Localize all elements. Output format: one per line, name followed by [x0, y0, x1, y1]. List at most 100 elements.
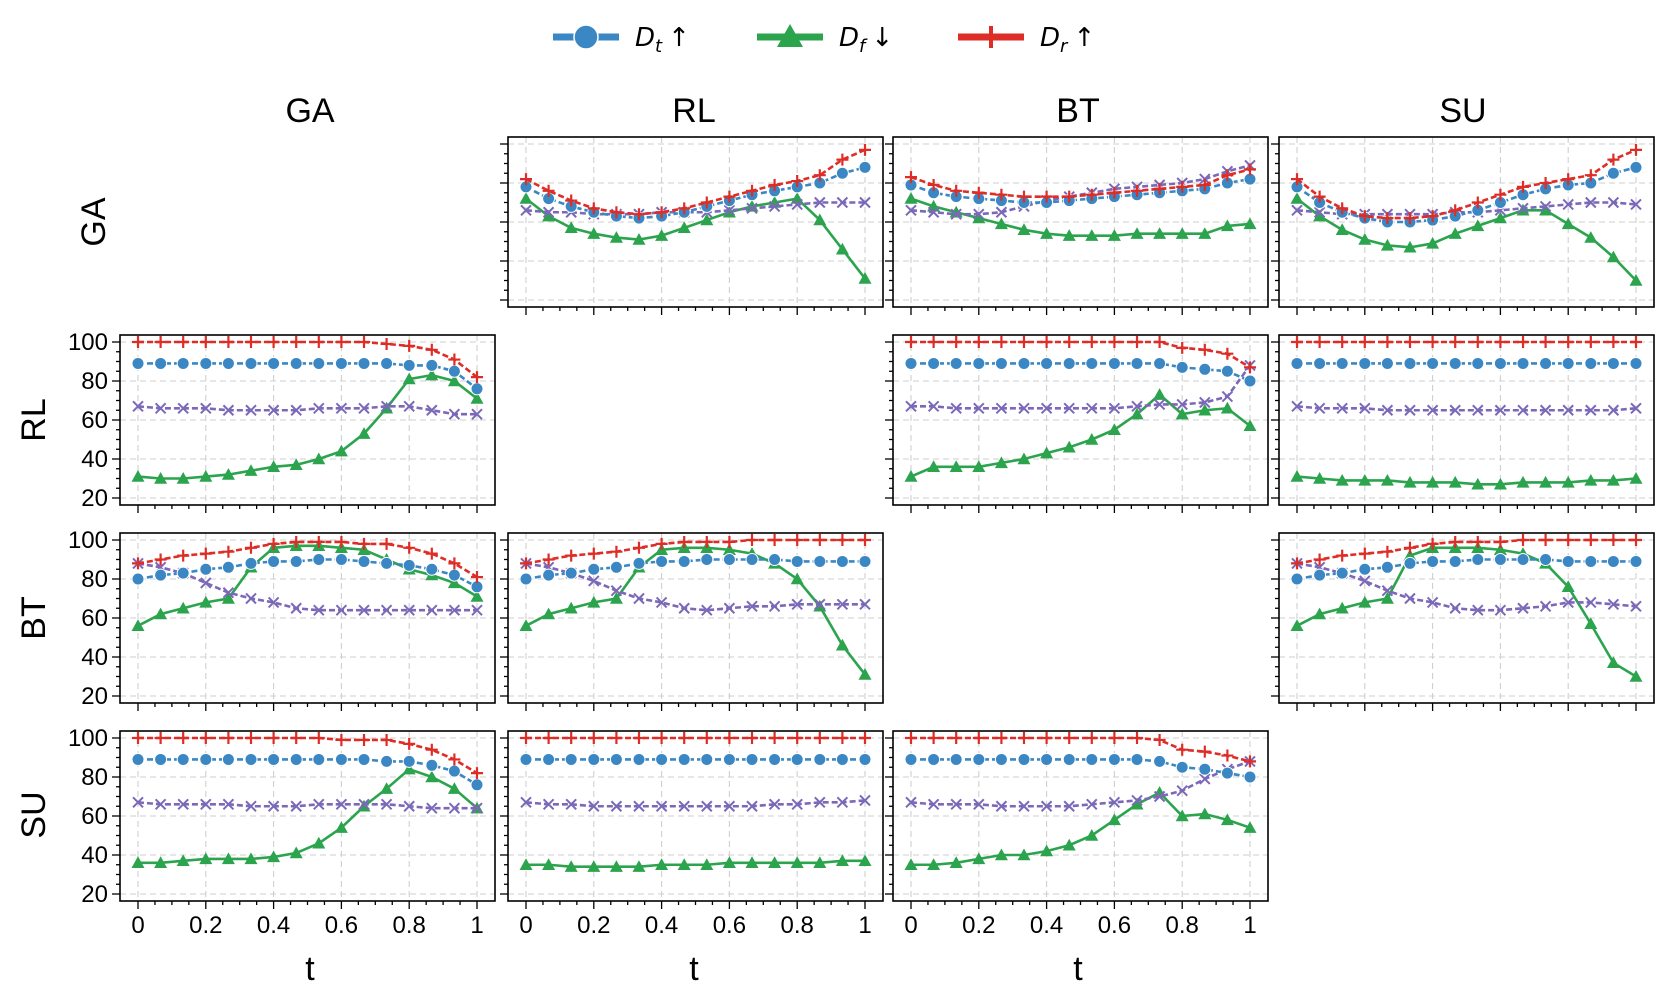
data-point-df [1107, 229, 1121, 241]
data-point-dt [858, 554, 872, 568]
data-point-x [426, 802, 438, 814]
data-point-df [655, 229, 669, 241]
data-point-df [1017, 452, 1031, 465]
data-point-x [927, 798, 940, 811]
data-point-x [1562, 198, 1574, 211]
data-point-df [1380, 473, 1394, 486]
series-line-x [525, 201, 865, 216]
data-point-dr [1584, 336, 1597, 348]
data-point-dr [199, 547, 212, 560]
series-dr [905, 163, 1256, 203]
data-point-df [835, 638, 849, 651]
data-point-dt [199, 562, 213, 576]
data-point-x [1449, 602, 1461, 614]
data-point-x [1153, 398, 1166, 411]
data-point-df [1243, 821, 1257, 833]
series-dr [520, 143, 871, 221]
y-tick-label: 20 [81, 683, 108, 710]
data-point-dr [1607, 153, 1620, 166]
y-tick-label: 40 [81, 446, 108, 473]
data-point-dt [994, 356, 1008, 370]
series-line-df [1296, 197, 1637, 282]
data-point-x [290, 404, 302, 416]
series-line-x [525, 562, 865, 612]
data-point-x [1336, 402, 1348, 415]
series-dt [131, 356, 484, 396]
series-line-x [911, 364, 1252, 410]
data-point-dr [403, 541, 416, 554]
data-point-dr [1291, 557, 1303, 570]
data-point-x [222, 586, 235, 599]
data-point-dt [1130, 356, 1144, 370]
data-point-dr [1539, 336, 1552, 348]
data-point-dt [1471, 553, 1485, 566]
series-line-x [137, 801, 477, 810]
data-point-dr [244, 336, 257, 348]
data-point-df [1175, 809, 1189, 822]
data-point-dr [995, 188, 1008, 201]
data-point-x [859, 598, 871, 611]
series-line-dt [911, 362, 1251, 383]
panel-bt-su [1271, 532, 1655, 711]
data-point-dr [972, 186, 985, 199]
data-point-x [1426, 404, 1439, 416]
data-point-x [1313, 206, 1326, 218]
data-point-dt [1516, 553, 1530, 566]
data-point-df [1629, 670, 1643, 682]
data-point-dt [1175, 360, 1189, 374]
data-point-dr [1607, 336, 1620, 348]
data-point-dt [1062, 356, 1076, 370]
data-point-dt [1606, 166, 1620, 180]
series-df [131, 539, 484, 631]
data-point-x [403, 800, 415, 812]
data-point-dr [768, 732, 781, 744]
data-point-df [1335, 601, 1349, 614]
data-point-dr [154, 553, 167, 566]
data-point-df [1584, 617, 1598, 630]
data-point-x [1426, 596, 1439, 609]
data-point-x [905, 796, 917, 809]
data-point-dr [1630, 143, 1642, 156]
data-point-dr [995, 336, 1008, 348]
series-dt [904, 356, 1257, 388]
x-tick-label: 0 [904, 912, 917, 939]
data-point-dt [609, 560, 623, 574]
data-point-x [380, 604, 393, 616]
data-point-dt [267, 752, 281, 766]
data-point-x [1131, 400, 1143, 413]
series-dt [519, 553, 872, 586]
data-point-dt [519, 572, 533, 586]
data-point-dr [587, 202, 600, 215]
data-point-df [1493, 211, 1507, 224]
data-point-df [1403, 475, 1417, 488]
data-point-dt [1629, 356, 1643, 370]
data-point-dr [471, 767, 483, 780]
data-point-df [994, 456, 1008, 469]
data-point-dt [1243, 374, 1257, 388]
data-point-dr [1017, 190, 1030, 203]
data-point-dr [1607, 534, 1620, 546]
data-point-df [1062, 229, 1076, 241]
data-point-x [633, 800, 645, 812]
data-point-df [1198, 807, 1212, 820]
data-point-dr [132, 732, 144, 744]
data-point-dr [267, 336, 280, 348]
data-point-dt [1471, 356, 1485, 370]
data-point-x [426, 404, 438, 416]
data-point-x [1607, 598, 1620, 611]
data-point-x [1494, 604, 1507, 616]
legend-label: Dt ↑ [635, 23, 690, 57]
data-point-x [1607, 196, 1620, 209]
data-point-dt [1220, 766, 1234, 780]
data-point-df [1062, 440, 1076, 453]
data-point-df [1335, 473, 1349, 486]
series-dt [904, 752, 1257, 784]
data-point-x [995, 206, 1008, 218]
data-point-x [335, 798, 348, 811]
data-point-x [520, 204, 532, 217]
data-point-dt [1153, 754, 1167, 768]
data-point-x [1449, 404, 1461, 416]
series-dr [132, 336, 483, 384]
data-point-dr [132, 336, 144, 348]
data-point-dr [813, 169, 826, 182]
